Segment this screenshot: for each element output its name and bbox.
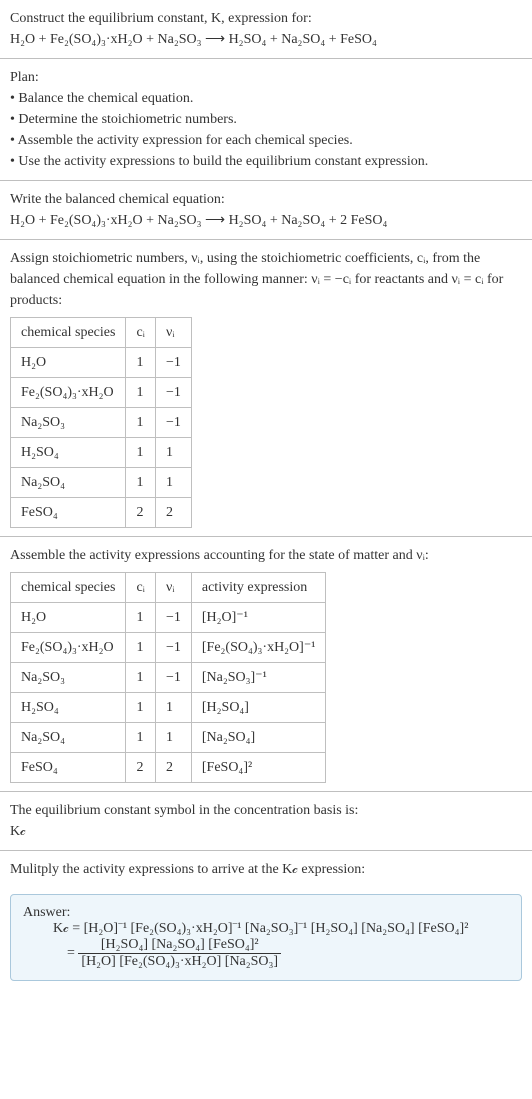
intro-section: Construct the equilibrium constant, K, e… <box>0 0 532 58</box>
stoich-text: Assign stoichiometric numbers, νᵢ, using… <box>10 248 522 311</box>
col-header: cᵢ <box>126 318 156 348</box>
balanced-heading: Write the balanced chemical equation: <box>10 189 522 210</box>
cell: 1 <box>126 693 156 723</box>
plan-heading: Plan: <box>10 67 522 88</box>
answer-numerator: [H₂SO₄] [Na₂SO₄] [FeSO₄]² <box>78 937 281 954</box>
cell: −1 <box>155 633 191 663</box>
multiply-section: Mulitply the activity expressions to arr… <box>0 851 532 888</box>
col-header: chemical species <box>11 318 126 348</box>
cell: FeSO₄ <box>11 498 126 528</box>
cell: 1 <box>126 468 156 498</box>
balanced-section: Write the balanced chemical equation: H₂… <box>0 181 532 239</box>
plan-item: • Assemble the activity expression for e… <box>10 130 522 151</box>
answer-fraction: [H₂SO₄] [Na₂SO₄] [FeSO₄]² [H₂O] [Fe₂(SO₄… <box>78 937 281 970</box>
answer-expression: K𝒸 = [H₂O]⁻¹ [Fe₂(SO₄)₃·xH₂O]⁻¹ [Na₂SO₃]… <box>23 921 509 970</box>
cell: [Na₂SO₄] <box>191 723 326 753</box>
table-row: Na₂SO₃ 1 −1 [Na₂SO₃]⁻¹ <box>11 663 326 693</box>
answer-eq: = <box>67 946 78 961</box>
cell: −1 <box>155 663 191 693</box>
stoich-section: Assign stoichiometric numbers, νᵢ, using… <box>0 240 532 536</box>
stoich-table: chemical species cᵢ νᵢ H₂O 1 −1 Fe₂(SO₄)… <box>10 317 192 528</box>
table-row: H₂SO₄ 1 1 <box>11 438 192 468</box>
cell: [H₂SO₄] <box>191 693 326 723</box>
intro-equation: H₂O + Fe₂(SO₄)₃·xH₂O + Na₂SO₃ ⟶ H₂SO₄ + … <box>10 29 522 50</box>
plan-item: • Use the activity expressions to build … <box>10 151 522 172</box>
table-row: FeSO₄ 2 2 <box>11 498 192 528</box>
col-header: νᵢ <box>155 573 191 603</box>
cell: Na₂SO₃ <box>11 663 126 693</box>
symbol-line2: K𝒸 <box>10 821 522 842</box>
cell: 1 <box>126 603 156 633</box>
cell: [Fe₂(SO₄)₃·xH₂O]⁻¹ <box>191 633 326 663</box>
intro-line1: Construct the equilibrium constant, K, e… <box>10 8 522 29</box>
cell: −1 <box>155 378 191 408</box>
activity-text: Assemble the activity expressions accoun… <box>10 545 522 566</box>
col-header: chemical species <box>11 573 126 603</box>
plan-section: Plan: • Balance the chemical equation. •… <box>0 59 532 180</box>
cell: Fe₂(SO₄)₃·xH₂O <box>11 633 126 663</box>
answer-box: Answer: K𝒸 = [H₂O]⁻¹ [Fe₂(SO₄)₃·xH₂O]⁻¹ … <box>10 894 522 981</box>
cell: [FeSO₄]² <box>191 753 326 783</box>
table-header-row: chemical species cᵢ νᵢ <box>11 318 192 348</box>
cell: H₂O <box>11 348 126 378</box>
answer-denominator: [H₂O] [Fe₂(SO₄)₃·xH₂O] [Na₂SO₃] <box>78 954 281 970</box>
answer-heading: Answer: <box>23 905 509 921</box>
plan-item: • Balance the chemical equation. <box>10 88 522 109</box>
table-row: Na₂SO₄ 1 1 [Na₂SO₄] <box>11 723 326 753</box>
cell: 1 <box>155 723 191 753</box>
table-header-row: chemical species cᵢ νᵢ activity expressi… <box>11 573 326 603</box>
cell: [H₂O]⁻¹ <box>191 603 326 633</box>
col-header: cᵢ <box>126 573 156 603</box>
cell: Na₂SO₄ <box>11 723 126 753</box>
cell: 2 <box>126 498 156 528</box>
symbol-line1: The equilibrium constant symbol in the c… <box>10 800 522 821</box>
table-row: FeSO₄ 2 2 [FeSO₄]² <box>11 753 326 783</box>
multiply-text: Mulitply the activity expressions to arr… <box>10 859 522 880</box>
cell: FeSO₄ <box>11 753 126 783</box>
activity-section: Assemble the activity expressions accoun… <box>0 537 532 791</box>
table-row: H₂O 1 −1 [H₂O]⁻¹ <box>11 603 326 633</box>
cell: Fe₂(SO₄)₃·xH₂O <box>11 378 126 408</box>
cell: −1 <box>155 603 191 633</box>
answer-flat: [H₂O]⁻¹ [Fe₂(SO₄)₃·xH₂O]⁻¹ [Na₂SO₃]⁻¹ [H… <box>84 921 469 936</box>
cell: 1 <box>126 408 156 438</box>
cell: H₂SO₄ <box>11 438 126 468</box>
cell: 2 <box>126 753 156 783</box>
cell: −1 <box>155 348 191 378</box>
cell: H₂SO₄ <box>11 693 126 723</box>
cell: 1 <box>155 468 191 498</box>
cell: −1 <box>155 408 191 438</box>
table-row: H₂O 1 −1 <box>11 348 192 378</box>
cell: Na₂SO₃ <box>11 408 126 438</box>
table-row: H₂SO₄ 1 1 [H₂SO₄] <box>11 693 326 723</box>
balanced-equation: H₂O + Fe₂(SO₄)₃·xH₂O + Na₂SO₃ ⟶ H₂SO₄ + … <box>10 210 522 231</box>
table-row: Na₂SO₃ 1 −1 <box>11 408 192 438</box>
table-row: Fe₂(SO₄)₃·xH₂O 1 −1 <box>11 378 192 408</box>
cell: Na₂SO₄ <box>11 468 126 498</box>
cell: 1 <box>126 633 156 663</box>
cell: 2 <box>155 753 191 783</box>
symbol-section: The equilibrium constant symbol in the c… <box>0 792 532 850</box>
table-row: Fe₂(SO₄)₃·xH₂O 1 −1 [Fe₂(SO₄)₃·xH₂O]⁻¹ <box>11 633 326 663</box>
col-header: activity expression <box>191 573 326 603</box>
cell: H₂O <box>11 603 126 633</box>
answer-lead: K𝒸 = <box>53 921 84 936</box>
cell: 1 <box>126 378 156 408</box>
cell: 1 <box>126 663 156 693</box>
table-row: Na₂SO₄ 1 1 <box>11 468 192 498</box>
activity-table: chemical species cᵢ νᵢ activity expressi… <box>10 572 326 783</box>
plan-item: • Determine the stoichiometric numbers. <box>10 109 522 130</box>
cell: 2 <box>155 498 191 528</box>
cell: 1 <box>126 348 156 378</box>
cell: 1 <box>126 438 156 468</box>
cell: 1 <box>155 438 191 468</box>
cell: 1 <box>155 693 191 723</box>
cell: 1 <box>126 723 156 753</box>
cell: [Na₂SO₃]⁻¹ <box>191 663 326 693</box>
col-header: νᵢ <box>155 318 191 348</box>
